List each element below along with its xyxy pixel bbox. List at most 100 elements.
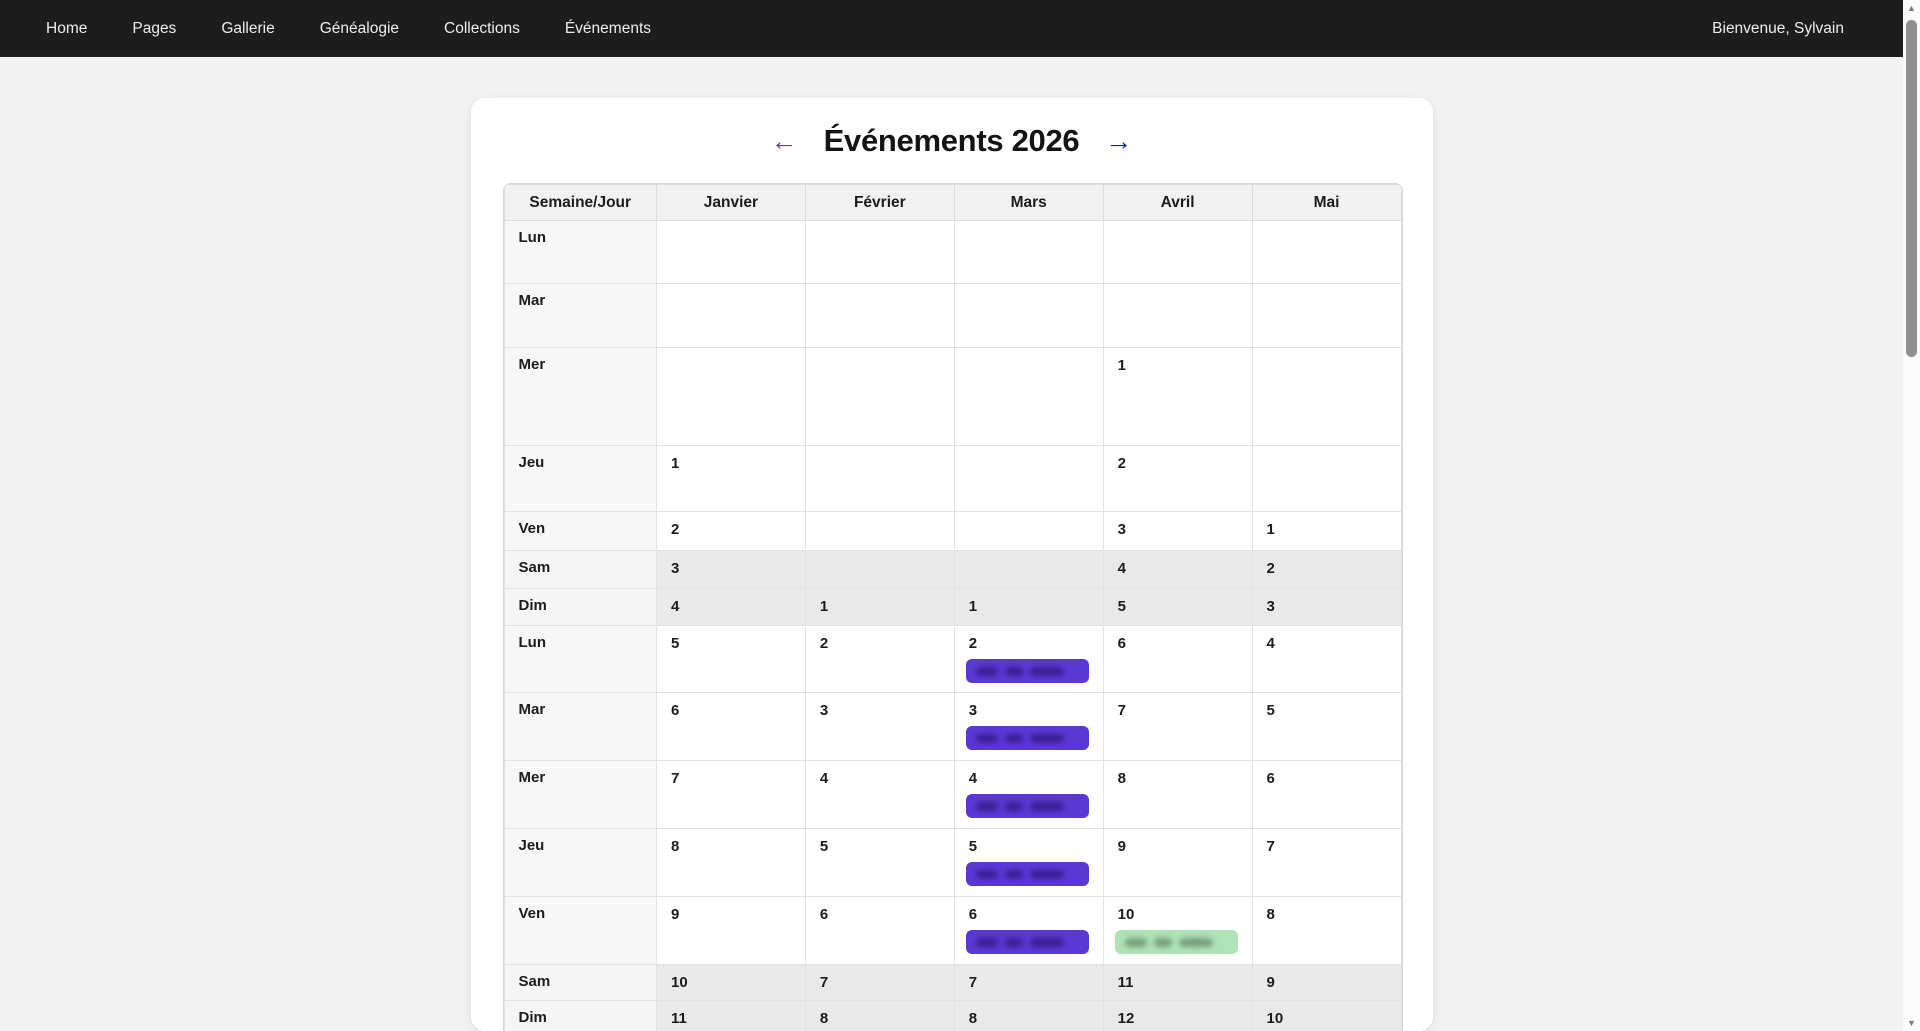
week-row: Lun — [503, 220, 1402, 284]
day-number: 1 — [819, 598, 829, 615]
redacted-event-text — [975, 937, 998, 947]
day-number — [1267, 454, 1393, 473]
calendar-cell — [1251, 347, 1402, 446]
day-number — [671, 229, 797, 248]
day-label: Dim — [503, 1000, 657, 1031]
day-number: 10 — [1266, 1010, 1284, 1027]
calendar-cell: 10 — [655, 964, 806, 1001]
calendar-cell: 5 — [804, 828, 955, 897]
redacted-event-text — [1029, 733, 1064, 743]
week-row: Mar 6 3 3 7 5 — [503, 692, 1402, 761]
day-number: 9 — [670, 906, 680, 923]
nav-item-pages[interactable]: Pages — [132, 20, 177, 37]
day-number: 8 — [670, 838, 680, 855]
calendar-body: Lun Mar Mer 1 Jeu 1 2 Ven 2 3 1 Sam 3 4 2 Dim 4 1 1 5 3 Lun 5 2… — [503, 220, 1402, 1031]
welcome-user-text: Bienvenue, Sylvain — [1712, 19, 1844, 37]
day-number: 5 — [819, 838, 829, 855]
event-badge[interactable] — [965, 726, 1089, 750]
redacted-event-text — [1004, 869, 1023, 879]
calendar-cell: 6 — [655, 692, 806, 761]
calendar-cell — [804, 220, 955, 284]
calendar-cell: 1 — [655, 445, 806, 512]
day-number: 4 — [1117, 560, 1126, 577]
scrollbar-up-icon[interactable]: ▲ — [1907, 3, 1916, 13]
scrollbar-down-icon[interactable]: ▼ — [1907, 1018, 1916, 1028]
nav-item-genealogie[interactable]: Généalogie — [319, 20, 400, 37]
nav-item-gallerie[interactable]: Gallerie — [221, 20, 275, 37]
calendar-cell — [953, 283, 1104, 348]
event-badge[interactable] — [965, 794, 1089, 818]
nav-links: Home Pages Gallerie Généalogie Collectio… — [46, 0, 651, 57]
day-label: Ven — [503, 896, 657, 965]
redacted-event-text — [1004, 937, 1023, 947]
day-label: Ven — [503, 511, 657, 551]
day-label: Sam — [503, 964, 657, 1001]
calendar-cell: 8 — [1102, 760, 1253, 829]
week-row: Dim 4 1 1 5 3 — [503, 588, 1402, 626]
day-number: 7 — [819, 974, 829, 991]
main-area: ← Événements 2026 → Semaine/Jour Janvier… — [0, 98, 1903, 1031]
day-number: 6 — [819, 906, 829, 923]
redacted-event-text — [1029, 937, 1064, 947]
calendar-cell: 2 — [804, 625, 955, 693]
event-badge[interactable] — [965, 862, 1089, 886]
day-number: 8 — [1266, 906, 1275, 923]
calendar-cell: 12 — [1102, 1000, 1253, 1031]
redacted-event-text — [1029, 801, 1064, 811]
calendar-cell: 6 — [1251, 760, 1402, 829]
calendar-cell — [953, 511, 1104, 551]
day-number: 8 — [968, 1010, 978, 1027]
week-row: Mer 1 — [503, 347, 1402, 446]
day-number — [1118, 229, 1244, 248]
redacted-event-text — [975, 666, 998, 676]
day-number: 5 — [670, 635, 680, 652]
scrollbar-thumb[interactable] — [1906, 20, 1917, 357]
calendar-cell — [953, 550, 1104, 589]
day-number — [969, 520, 1095, 539]
calendar-cell — [1251, 445, 1402, 512]
day-number — [671, 356, 797, 375]
vertical-scrollbar[interactable]: ▲ ▼ — [1903, 0, 1920, 1031]
calendar-cell: 2 — [1102, 445, 1253, 512]
day-number — [1118, 292, 1244, 311]
day-number: 2 — [1117, 455, 1126, 472]
day-number: 5 — [968, 838, 978, 855]
day-label: Jeu — [503, 445, 657, 512]
day-number: 3 — [819, 702, 829, 719]
calendar-cell: 3 — [1251, 588, 1402, 626]
day-number: 2 — [1266, 560, 1275, 577]
calendar-cell: 6 — [1102, 625, 1253, 693]
day-number — [969, 454, 1095, 473]
redacted-event-text — [1004, 801, 1023, 811]
day-number: 2 — [968, 635, 978, 652]
calendar-cell: 1 — [804, 588, 955, 626]
calendar-cell: 7 — [655, 760, 806, 829]
previous-year-arrow[interactable]: ← — [770, 125, 798, 156]
day-label: Mar — [503, 283, 657, 348]
week-row: Mar — [503, 283, 1402, 348]
day-number — [1267, 229, 1393, 248]
day-number: 4 — [670, 598, 680, 615]
day-number — [820, 356, 946, 375]
col-header-janvier: Janvier — [655, 184, 806, 221]
event-badge[interactable] — [965, 659, 1089, 683]
day-number: 1 — [1266, 521, 1275, 538]
nav-item-evenements[interactable]: Événements — [564, 20, 652, 37]
calendar-cell — [655, 220, 806, 284]
event-badge[interactable] — [965, 930, 1089, 954]
nav-item-collections[interactable]: Collections — [444, 20, 520, 37]
nav-item-home[interactable]: Home — [46, 20, 88, 37]
calendar-cell — [1251, 220, 1402, 284]
day-number — [820, 520, 946, 539]
day-number: 5 — [1266, 702, 1275, 719]
day-number — [969, 292, 1095, 311]
next-year-arrow[interactable]: → — [1105, 125, 1133, 156]
day-number — [969, 229, 1095, 248]
event-badge[interactable] — [1114, 930, 1238, 954]
redacted-event-text — [1178, 937, 1213, 947]
calendar-cell: 3 — [1102, 511, 1253, 551]
events-calendar-table: Semaine/Jour Janvier Février Mars Avril … — [503, 184, 1402, 1031]
day-number: 6 — [1266, 770, 1275, 787]
day-label: Lun — [503, 625, 657, 693]
day-number: 3 — [1117, 521, 1126, 538]
